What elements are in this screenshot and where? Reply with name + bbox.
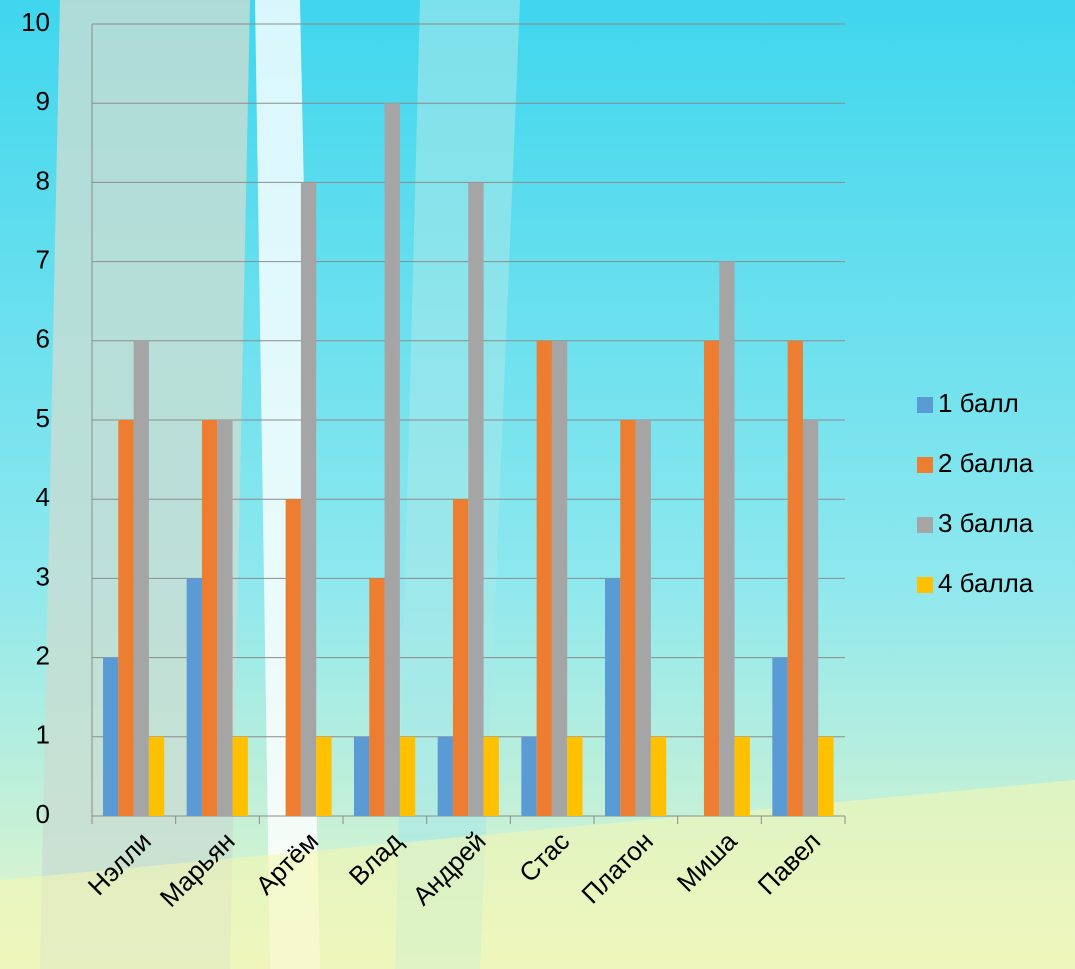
bar: [772, 657, 788, 816]
bar: [650, 736, 667, 816]
bar: [605, 578, 621, 816]
legend-swatch: [917, 577, 933, 593]
bar: [483, 736, 499, 816]
y-tick-label: 4: [36, 482, 50, 512]
ground: [0, 780, 1075, 969]
bar: [285, 499, 301, 816]
bar: [133, 340, 149, 816]
bar: [468, 182, 484, 816]
bar: [118, 420, 134, 816]
bar: [802, 420, 819, 816]
bar: [217, 420, 233, 816]
legend-swatch: [917, 517, 933, 533]
legend-label: 4 балла: [938, 568, 1034, 598]
y-tick-label: 10: [21, 7, 50, 37]
bar: [734, 736, 750, 816]
bar: [551, 340, 568, 816]
bar: [300, 182, 317, 816]
bar: [384, 103, 400, 816]
legend-label: 1 балл: [938, 388, 1019, 418]
y-tick-label: 7: [36, 244, 50, 274]
bar: [186, 578, 202, 816]
bar: [399, 736, 416, 816]
bar: [369, 578, 385, 816]
y-tick-label: 3: [36, 561, 50, 591]
bar: [635, 420, 651, 816]
y-tick-label: 1: [36, 720, 50, 750]
legend-label: 3 балла: [938, 508, 1034, 538]
bar: [148, 736, 165, 816]
bar: [620, 420, 636, 816]
y-tick-label: 6: [36, 324, 50, 354]
bar: [232, 736, 248, 816]
bar: [103, 657, 119, 816]
legend-swatch: [917, 397, 933, 413]
bar: [536, 340, 552, 816]
bar: [354, 736, 370, 816]
bar: [719, 261, 735, 817]
bar: [316, 736, 332, 816]
y-tick-label: 9: [36, 86, 50, 116]
bar: [452, 499, 469, 816]
tree-trunk: [395, 0, 520, 969]
legend-swatch: [917, 457, 933, 473]
y-tick-label: 8: [36, 165, 50, 195]
bar: [521, 736, 537, 816]
bar: [201, 420, 218, 816]
y-tick-label: 0: [36, 799, 50, 829]
legend-label: 2 балла: [938, 448, 1034, 478]
bar: [567, 736, 583, 816]
y-tick-label: 2: [36, 640, 50, 670]
y-tick-label: 5: [36, 403, 50, 433]
bar: [437, 736, 453, 816]
bar: [818, 736, 834, 816]
bar: [787, 340, 803, 816]
bar: [703, 340, 720, 816]
